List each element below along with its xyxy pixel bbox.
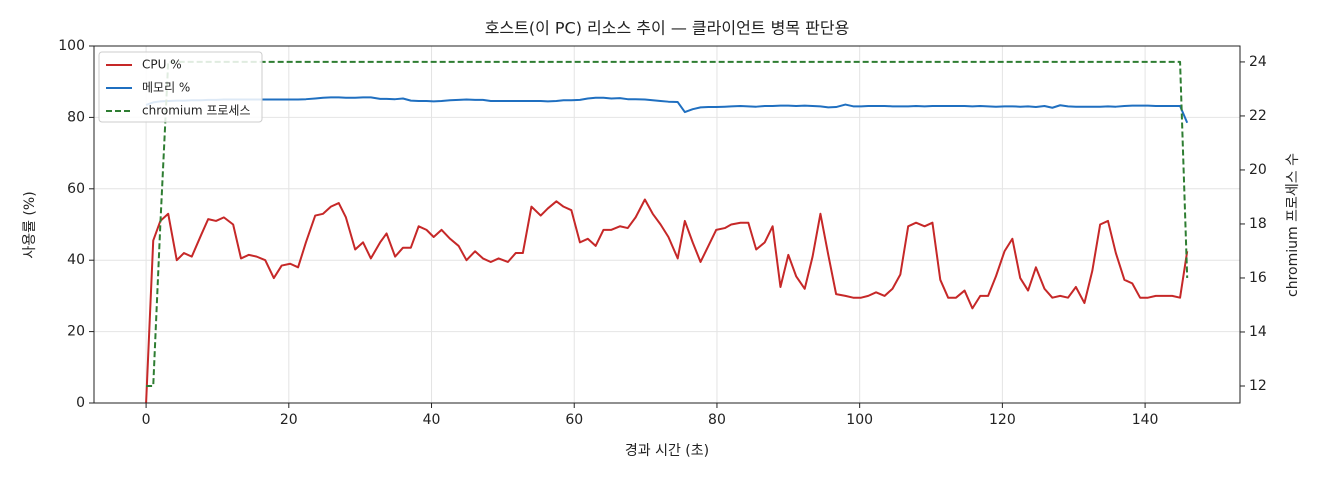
legend-label: chromium 프로세스	[142, 104, 251, 118]
y2-tick-label: 24	[1249, 54, 1267, 70]
x-tick-label: 100	[846, 412, 873, 428]
y-axis-label: 사용률 (%)	[22, 191, 38, 258]
x-tick-label: 40	[423, 412, 441, 428]
y-tick-label: 100	[58, 38, 85, 54]
y2-tick-label: 16	[1249, 270, 1267, 286]
legend-label: 메모리 %	[142, 81, 190, 95]
y2-tick-label: 20	[1249, 162, 1267, 178]
y-tick-label: 20	[67, 324, 85, 340]
x-tick-label: 140	[1132, 412, 1159, 428]
x-axis-label: 경과 시간 (초)	[625, 443, 709, 459]
y2-tick-label: 22	[1249, 108, 1267, 124]
series-line	[146, 60, 1189, 387]
y-tick-label: 40	[67, 252, 85, 268]
series-line	[145, 198, 1189, 404]
y-tick-label: 80	[67, 109, 85, 125]
y-tick-label: 60	[67, 181, 85, 197]
plot-frame	[93, 45, 1241, 404]
legend-box	[98, 51, 263, 123]
x-tick-label: 20	[280, 412, 298, 428]
y2-tick-label: 12	[1249, 378, 1267, 394]
y2-tick-label: 18	[1249, 216, 1267, 232]
x-tick-label: 120	[989, 412, 1016, 428]
y-tick-label: 0	[76, 395, 85, 411]
y2-axis-label: chromium 프로세스 수	[1285, 153, 1301, 297]
legend-label: CPU %	[142, 58, 182, 72]
x-tick-label: 0	[142, 412, 151, 428]
y2-tick-label: 14	[1249, 324, 1267, 340]
x-tick-label: 60	[565, 412, 583, 428]
chart-title: 호스트(이 PC) 리소스 추이 — 클라이언트 병목 판단용	[485, 19, 850, 38]
x-tick-label: 80	[708, 412, 726, 428]
series-line	[145, 96, 1189, 124]
